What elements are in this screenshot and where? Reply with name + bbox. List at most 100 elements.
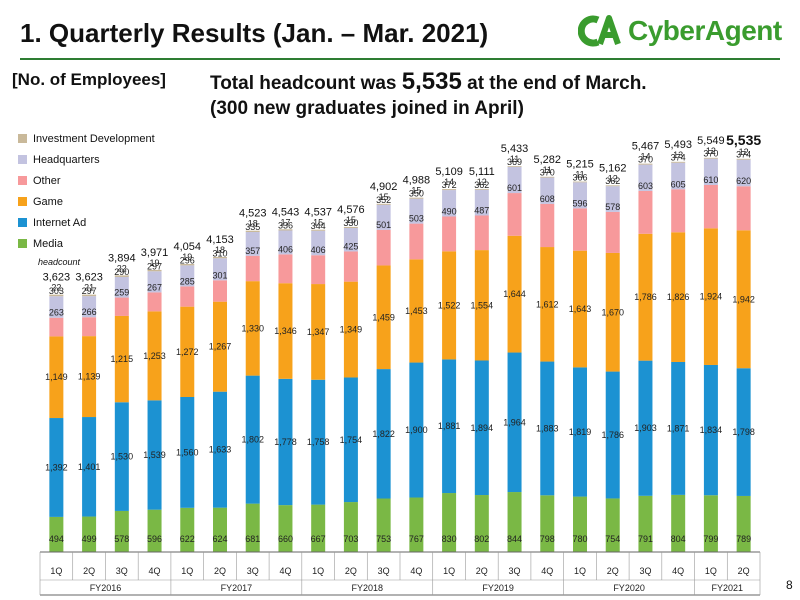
x-tick-quarter: 3Q xyxy=(378,566,390,576)
bar-segment-investment-development xyxy=(49,294,64,297)
data-label-game: 1,643 xyxy=(569,304,592,314)
bar-segment-investment-development xyxy=(245,230,260,232)
legend-swatch xyxy=(18,239,27,248)
data-label-investment-development: 12 xyxy=(608,173,618,183)
bar-segment-internet-ad xyxy=(311,379,326,505)
data-label-headquarters: 290 xyxy=(114,267,129,277)
data-label-media: 660 xyxy=(278,534,293,544)
bar-segment-headquarters xyxy=(671,162,686,190)
data-label-game: 1,253 xyxy=(143,351,166,361)
bar-segment-other xyxy=(147,292,162,312)
bar-segment-internet-ad xyxy=(245,375,260,504)
total-label: 4,543 xyxy=(272,206,300,218)
bar-segment-headquarters xyxy=(343,228,358,252)
bar-segment-investment-development xyxy=(605,185,620,187)
x-tick-quarter: 4Q xyxy=(541,566,553,576)
x-tick-quarter: 2Q xyxy=(345,566,357,576)
legend-swatch xyxy=(18,176,27,185)
total-label: 3,894 xyxy=(108,252,136,264)
total-label: 3,623 xyxy=(43,272,71,284)
bar-segment-game xyxy=(114,315,129,403)
bar-segment-internet-ad xyxy=(736,368,751,496)
data-label-investment-development: 22 xyxy=(51,283,61,293)
data-label-other: 605 xyxy=(671,179,686,189)
data-label-headquarters: 362 xyxy=(474,180,489,190)
data-label-media: 494 xyxy=(49,534,64,544)
bar-segment-other xyxy=(638,190,653,234)
bar-segment-headquarters xyxy=(147,271,162,293)
bar-segment-other xyxy=(703,184,718,229)
data-label-other: 610 xyxy=(703,175,718,185)
bar-segment-internet-ad xyxy=(376,369,391,499)
data-label-media: 780 xyxy=(572,534,587,544)
data-label-game: 1,453 xyxy=(405,306,428,316)
bar-segment-headquarters xyxy=(376,204,391,230)
data-label-internet-ad: 1,903 xyxy=(634,423,657,433)
bar-segment-internet-ad xyxy=(213,391,227,508)
data-label-investment-development: 22 xyxy=(117,263,127,273)
data-label-internet-ad: 1,539 xyxy=(143,450,166,460)
section-tag: [No. of Employees] xyxy=(12,70,166,89)
x-tick-quarter: 2Q xyxy=(214,566,226,576)
data-label-internet-ad: 1,754 xyxy=(340,435,363,445)
total-label: 4,537 xyxy=(304,207,332,219)
total-label: 5,109 xyxy=(435,166,463,178)
data-label-headquarters: 297 xyxy=(82,286,97,296)
x-tick-quarter: 1Q xyxy=(50,566,62,576)
bar-segment-other xyxy=(376,229,391,266)
bar-segment-internet-ad xyxy=(180,397,195,508)
data-label-other: 603 xyxy=(638,181,653,191)
data-label-other: 263 xyxy=(49,308,64,318)
legend-item-media: Media xyxy=(18,233,155,254)
data-label-media: 753 xyxy=(376,534,391,544)
total-label: 3,971 xyxy=(141,247,169,259)
data-label-headquarters: 374 xyxy=(671,153,686,163)
bar-segment-media xyxy=(278,505,293,552)
bar-segment-other xyxy=(671,189,686,233)
bar-segment-other xyxy=(213,280,227,302)
data-label-internet-ad: 1,894 xyxy=(471,423,494,433)
data-label-headquarters: 350 xyxy=(409,189,424,199)
title-underline xyxy=(20,58,780,60)
bar-segment-media xyxy=(671,494,686,552)
data-label-headquarters: 336 xyxy=(278,220,293,230)
bar-segment-internet-ad xyxy=(540,361,555,496)
bar-segment-headquarters xyxy=(311,230,326,256)
bar-segment-investment-development xyxy=(671,161,686,163)
bar-segment-media xyxy=(245,503,260,552)
bar-segment-other xyxy=(409,223,424,260)
data-label-media: 667 xyxy=(311,534,326,544)
total-label: 5,493 xyxy=(664,139,692,151)
bar-segment-other xyxy=(278,254,293,284)
bar-segment-internet-ad xyxy=(474,360,489,496)
bar-segment-headquarters xyxy=(442,190,457,217)
data-label-investment-development: 19 xyxy=(150,258,160,268)
data-label-media: 681 xyxy=(245,534,260,544)
data-label-investment-development: 12 xyxy=(706,146,716,156)
data-label-game: 1,554 xyxy=(471,300,494,310)
data-label-media: 622 xyxy=(180,534,195,544)
total-label: 4,902 xyxy=(370,181,398,193)
legend-label: Investment Development xyxy=(33,132,155,145)
page-title: 1. Quarterly Results (Jan. – Mar. 2021) xyxy=(20,18,489,48)
data-label-investment-development: 11 xyxy=(543,165,552,175)
bar-segment-other xyxy=(605,211,620,253)
bar-segment-investment-development xyxy=(343,226,358,229)
data-label-headquarters: 370 xyxy=(638,155,653,165)
x-tick-quarter: 1Q xyxy=(181,566,193,576)
data-label-game: 1,924 xyxy=(700,292,723,302)
x-tick-quarter: 2Q xyxy=(83,566,95,576)
data-label-internet-ad: 1,822 xyxy=(372,429,395,439)
data-label-headquarters: 303 xyxy=(49,286,64,296)
data-label-investment-development: 15 xyxy=(411,186,421,196)
data-label-game: 1,942 xyxy=(732,294,755,304)
data-label-media: 578 xyxy=(114,534,129,544)
bar-segment-other xyxy=(442,216,457,252)
headline-suffix: at the end of March. xyxy=(461,73,647,94)
bar-segment-game xyxy=(442,251,457,360)
bar-segment-investment-development xyxy=(278,229,293,231)
data-label-media: 624 xyxy=(212,534,227,544)
data-label-internet-ad: 1,900 xyxy=(405,425,428,435)
bar-segment-headquarters xyxy=(507,166,522,194)
bar-segment-other xyxy=(49,317,64,337)
